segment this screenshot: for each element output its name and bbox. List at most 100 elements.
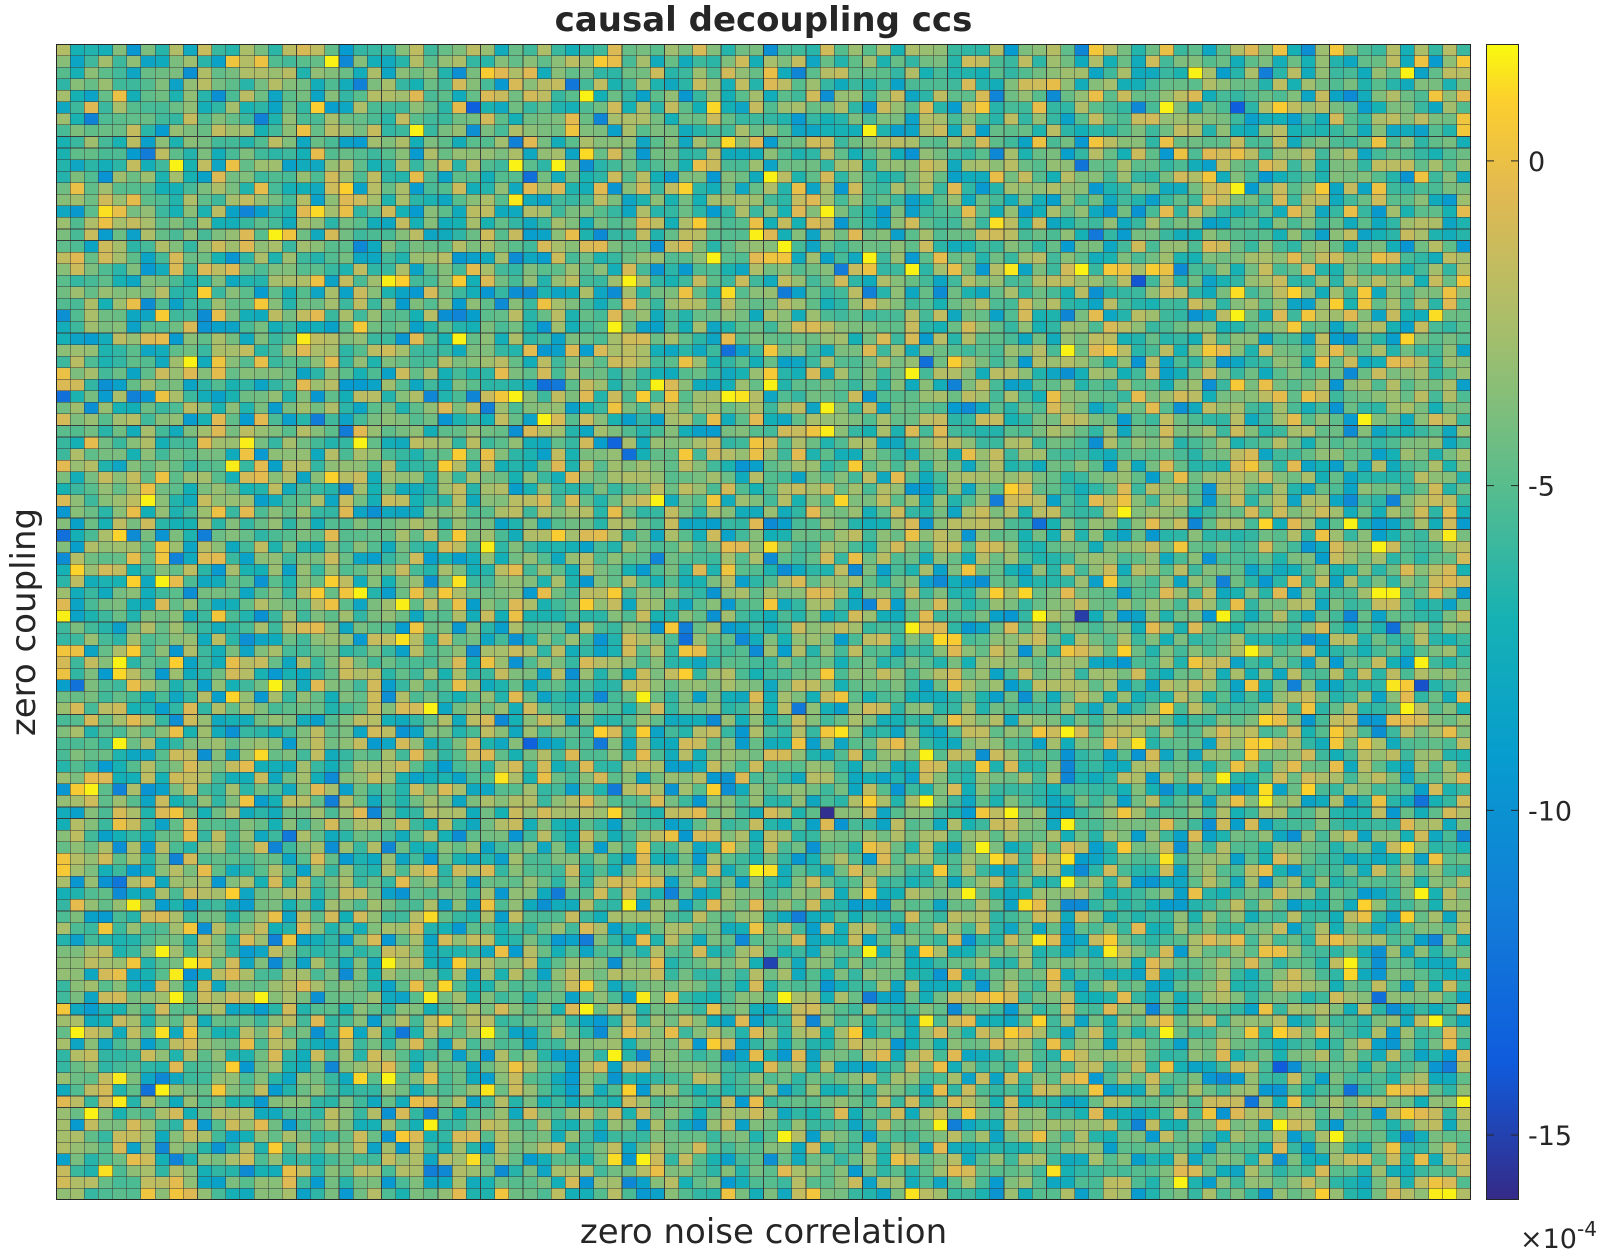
heatmap-cell bbox=[83, 147, 99, 160]
heatmap-cell bbox=[961, 332, 977, 345]
heatmap-cell bbox=[480, 494, 495, 507]
heatmap-cell bbox=[593, 217, 609, 230]
heatmap-cell bbox=[720, 332, 736, 345]
heatmap-cell bbox=[1399, 124, 1415, 137]
heatmap-cell bbox=[706, 587, 722, 600]
heatmap-cell bbox=[1343, 540, 1359, 553]
heatmap-cell bbox=[522, 367, 538, 380]
heatmap-cell bbox=[1116, 332, 1132, 345]
heatmap-cell bbox=[1244, 251, 1260, 264]
heatmap-cell bbox=[1230, 344, 1245, 357]
heatmap-cell bbox=[409, 575, 425, 588]
heatmap-cell bbox=[1329, 321, 1344, 334]
heatmap-cell bbox=[211, 448, 227, 461]
heatmap-cell bbox=[833, 170, 849, 184]
heatmap-cell bbox=[1258, 113, 1274, 126]
heatmap-cell bbox=[918, 170, 934, 184]
heatmap-cell bbox=[593, 101, 609, 114]
heatmap-cell bbox=[649, 298, 665, 311]
heatmap-cell bbox=[451, 610, 467, 623]
heatmap-cell bbox=[961, 44, 977, 56]
heatmap-cell bbox=[1131, 55, 1146, 68]
heatmap-cell bbox=[904, 482, 920, 496]
heatmap-cell bbox=[1456, 159, 1471, 172]
heatmap-cell bbox=[126, 286, 142, 299]
heatmap-cell bbox=[833, 367, 849, 380]
heatmap-cell bbox=[1272, 147, 1288, 160]
heatmap-cell bbox=[112, 552, 128, 565]
heatmap-cell bbox=[168, 286, 184, 299]
heatmap-cell bbox=[282, 540, 297, 553]
heatmap-cell bbox=[211, 55, 227, 68]
heatmap-cell bbox=[1399, 563, 1415, 577]
heatmap-cell bbox=[749, 78, 764, 91]
heatmap-cell bbox=[848, 298, 863, 311]
heatmap-cell bbox=[989, 587, 1005, 600]
heatmap-cell bbox=[1343, 402, 1359, 415]
heatmap-cell bbox=[338, 251, 354, 264]
heatmap-cell bbox=[989, 251, 1005, 264]
heatmap-cell bbox=[550, 517, 566, 530]
heatmap-cell bbox=[1343, 159, 1359, 172]
heatmap-cell bbox=[791, 471, 807, 484]
heatmap-cell bbox=[225, 552, 241, 565]
heatmap-cell bbox=[466, 89, 481, 103]
heatmap-cell bbox=[1074, 448, 1090, 461]
heatmap-cell bbox=[904, 459, 920, 473]
heatmap-cell bbox=[1442, 425, 1458, 438]
heatmap-cell bbox=[763, 124, 778, 137]
heatmap-cell bbox=[565, 482, 580, 496]
heatmap-cell bbox=[1371, 193, 1387, 207]
heatmap-cell bbox=[593, 309, 609, 322]
heatmap-cell bbox=[678, 55, 694, 68]
heatmap-cell bbox=[1003, 159, 1019, 172]
heatmap-cell bbox=[480, 205, 495, 218]
heatmap-cell bbox=[324, 89, 340, 103]
heatmap-cell bbox=[112, 240, 128, 253]
heatmap-cell bbox=[211, 378, 227, 392]
heatmap-cell bbox=[1244, 274, 1260, 288]
heatmap-cell bbox=[508, 610, 524, 623]
heatmap-cell bbox=[862, 124, 877, 137]
heatmap-cell bbox=[904, 332, 920, 345]
heatmap-cell bbox=[508, 494, 524, 507]
heatmap-cell bbox=[777, 182, 793, 195]
heatmap-cell bbox=[961, 367, 977, 380]
heatmap-cell bbox=[239, 136, 255, 149]
heatmap-cell bbox=[1230, 448, 1245, 461]
heatmap-cell bbox=[324, 402, 340, 415]
heatmap-cell bbox=[338, 425, 354, 438]
heatmap-cell bbox=[480, 89, 495, 103]
heatmap-cell bbox=[593, 136, 609, 149]
heatmap-cell bbox=[423, 413, 439, 426]
heatmap-cell bbox=[1399, 182, 1415, 195]
heatmap-cell bbox=[508, 159, 524, 172]
heatmap-cell bbox=[253, 355, 269, 368]
heatmap-cell bbox=[1159, 182, 1175, 195]
heatmap-cell bbox=[1244, 425, 1260, 438]
heatmap-cell bbox=[423, 506, 439, 519]
heatmap-cell bbox=[1074, 217, 1090, 230]
heatmap-cell bbox=[366, 610, 382, 623]
heatmap-cell bbox=[522, 240, 538, 253]
heatmap-cell bbox=[140, 251, 156, 264]
heatmap-cell bbox=[154, 113, 170, 126]
heatmap-cell bbox=[1272, 355, 1288, 368]
heatmap-cell bbox=[56, 217, 71, 230]
heatmap-cell bbox=[1315, 263, 1330, 276]
heatmap-cell bbox=[1258, 124, 1274, 137]
heatmap-cell bbox=[253, 425, 269, 438]
heatmap-cell bbox=[1258, 332, 1274, 345]
heatmap-cell bbox=[862, 309, 877, 322]
heatmap-cell bbox=[98, 402, 113, 415]
heatmap-cell bbox=[904, 147, 920, 160]
heatmap-cell bbox=[1428, 89, 1444, 103]
heatmap-cell bbox=[494, 517, 510, 530]
heatmap-cell bbox=[649, 240, 665, 253]
heatmap-cell bbox=[395, 575, 411, 588]
heatmap-cell bbox=[83, 378, 99, 392]
heatmap-cell bbox=[69, 55, 85, 68]
heatmap-cell bbox=[267, 55, 283, 68]
heatmap-cell bbox=[763, 193, 778, 207]
heatmap-cell bbox=[352, 587, 368, 600]
